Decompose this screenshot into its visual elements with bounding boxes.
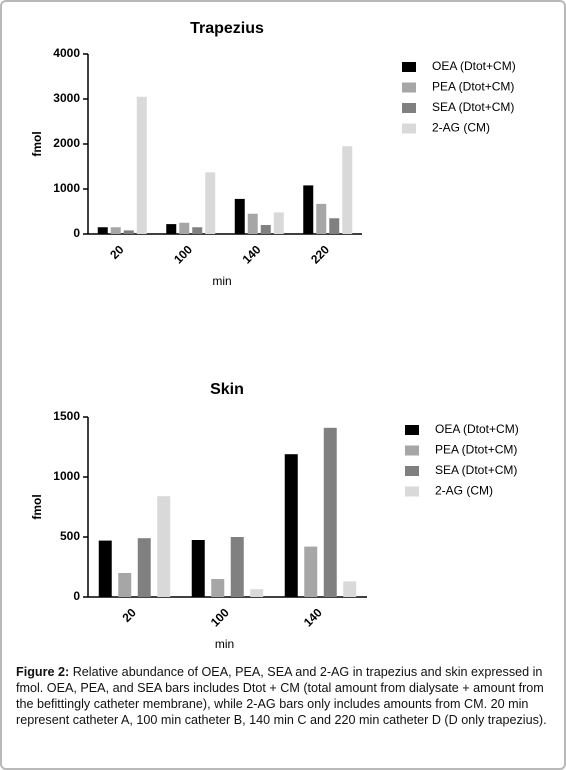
chart-title: Trapezius bbox=[190, 20, 264, 37]
x-tick-label: 140 bbox=[240, 242, 264, 266]
caption-text: Relative abundance of OEA, PEA, SEA and … bbox=[16, 665, 547, 727]
y-axis-label: fmol bbox=[30, 131, 44, 156]
bar bbox=[110, 227, 121, 234]
bar bbox=[273, 212, 284, 234]
y-tick-label: 500 bbox=[60, 529, 80, 543]
bar bbox=[192, 227, 203, 234]
caption-label: Figure 2: bbox=[16, 665, 70, 679]
bar bbox=[137, 538, 151, 597]
caption: Figure 2: Relative abundance of OEA, PEA… bbox=[16, 664, 552, 728]
legend-label: 2-AG (CM) bbox=[435, 484, 493, 498]
legend-label: SEA (Dtot+CM) bbox=[432, 100, 514, 114]
y-axis-label: fmol bbox=[30, 494, 44, 519]
legend-swatch bbox=[405, 466, 419, 476]
y-tick-label: 1000 bbox=[53, 469, 80, 483]
bar bbox=[136, 96, 147, 234]
bar bbox=[260, 225, 271, 234]
legend-swatch bbox=[402, 62, 416, 72]
x-axis-label: min bbox=[212, 274, 231, 288]
legend-swatch bbox=[405, 445, 419, 456]
x-tick-label: 100 bbox=[171, 242, 195, 266]
bar bbox=[97, 227, 108, 234]
bar bbox=[123, 230, 134, 234]
y-tick-label: 3000 bbox=[53, 91, 80, 105]
bar bbox=[98, 540, 112, 597]
bar bbox=[316, 203, 327, 234]
bar bbox=[166, 224, 177, 234]
y-tick-label: 0 bbox=[73, 589, 80, 603]
bar bbox=[118, 573, 132, 597]
bar bbox=[323, 427, 337, 597]
y-tick-label: 1500 bbox=[53, 409, 80, 423]
x-tick-label: 220 bbox=[308, 242, 332, 266]
legend-label: OEA (Dtot+CM) bbox=[435, 422, 519, 436]
bar bbox=[303, 185, 314, 234]
x-tick-label: 20 bbox=[120, 605, 140, 625]
y-tick-label: 2000 bbox=[53, 136, 80, 150]
bar bbox=[157, 496, 171, 597]
legend-label: PEA (Dtot+CM) bbox=[432, 80, 514, 94]
bar bbox=[211, 579, 225, 597]
bar bbox=[230, 537, 244, 597]
bar bbox=[304, 546, 318, 597]
bar bbox=[179, 222, 190, 234]
legend-label: SEA (Dtot+CM) bbox=[435, 463, 517, 477]
chart-title: Skin bbox=[210, 381, 244, 398]
bar bbox=[284, 454, 298, 597]
x-tick-label: 140 bbox=[301, 605, 325, 629]
legend-swatch bbox=[402, 103, 416, 113]
legend-swatch bbox=[402, 82, 416, 93]
bar bbox=[250, 589, 264, 597]
x-axis-label: min bbox=[215, 637, 234, 651]
legend-swatch bbox=[405, 486, 419, 497]
x-tick-label: 20 bbox=[107, 242, 127, 262]
bar bbox=[329, 218, 340, 234]
legend-swatch bbox=[402, 123, 416, 134]
bar bbox=[205, 172, 216, 234]
legend-label: PEA (Dtot+CM) bbox=[435, 443, 517, 457]
legend-label: OEA (Dtot+CM) bbox=[432, 59, 516, 73]
bar bbox=[342, 146, 353, 234]
bar bbox=[234, 198, 245, 234]
legend-label: 2-AG (CM) bbox=[432, 121, 490, 135]
x-tick-label: 100 bbox=[208, 605, 232, 629]
y-tick-label: 4000 bbox=[53, 46, 80, 60]
legend-swatch bbox=[405, 425, 419, 435]
y-tick-label: 0 bbox=[73, 226, 80, 240]
bar bbox=[247, 213, 258, 234]
bar bbox=[191, 540, 205, 597]
bar bbox=[343, 581, 357, 597]
y-tick-label: 1000 bbox=[53, 181, 80, 195]
